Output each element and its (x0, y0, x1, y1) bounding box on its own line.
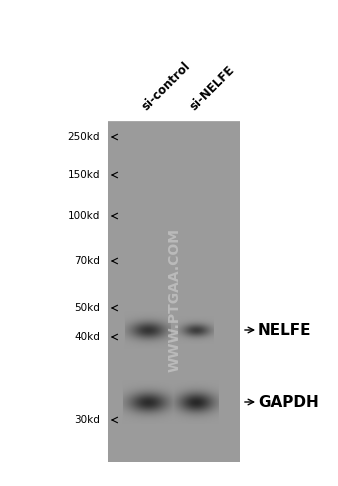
Text: GAPDH: GAPDH (258, 395, 319, 410)
Text: 250kd: 250kd (68, 132, 100, 142)
Text: NELFE: NELFE (258, 323, 312, 337)
Text: 30kd: 30kd (74, 415, 100, 425)
Text: 70kd: 70kd (74, 256, 100, 266)
Text: 100kd: 100kd (68, 211, 100, 221)
Text: 50kd: 50kd (74, 303, 100, 313)
Text: si-control: si-control (139, 59, 192, 113)
Text: si-NELFE: si-NELFE (187, 63, 237, 113)
Text: 150kd: 150kd (68, 170, 100, 180)
Text: WWW.PTGAA.COM: WWW.PTGAA.COM (168, 228, 182, 372)
Text: 40kd: 40kd (74, 332, 100, 342)
